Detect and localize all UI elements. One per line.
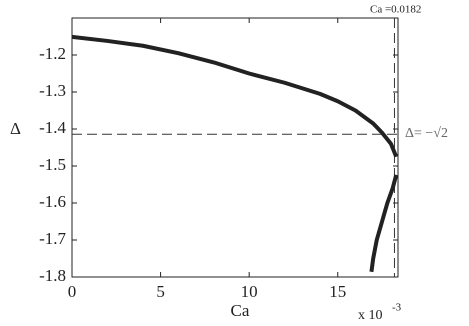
y-tick-label: -1.5 — [39, 155, 66, 174]
x-exponent: -3 — [392, 302, 402, 314]
y-tick-label: -1.4 — [39, 118, 66, 137]
annotation: Ca =0.0182 — [370, 4, 421, 16]
annotation: Δ= −√2 — [405, 126, 448, 141]
y-tick-label: -1.2 — [39, 44, 66, 63]
x-axis-label: Ca — [231, 301, 250, 320]
x-tick-label: 5 — [156, 282, 165, 301]
y-tick-label: -1.6 — [39, 192, 66, 211]
y-tick-label: -1.8 — [39, 266, 66, 285]
x-multiplier: x 10 — [358, 308, 383, 323]
data-line — [71, 34, 399, 158]
x-tick-label: 15 — [329, 282, 346, 301]
plot-frame — [71, 17, 399, 278]
x-tick-label: 0 — [68, 282, 77, 301]
y-tick-label: -1.7 — [39, 229, 66, 248]
x-tick-label: 10 — [241, 282, 258, 301]
y-tick-label: -1.3 — [39, 81, 66, 100]
data-line — [369, 174, 399, 273]
y-axis-label: Δ — [10, 119, 21, 138]
